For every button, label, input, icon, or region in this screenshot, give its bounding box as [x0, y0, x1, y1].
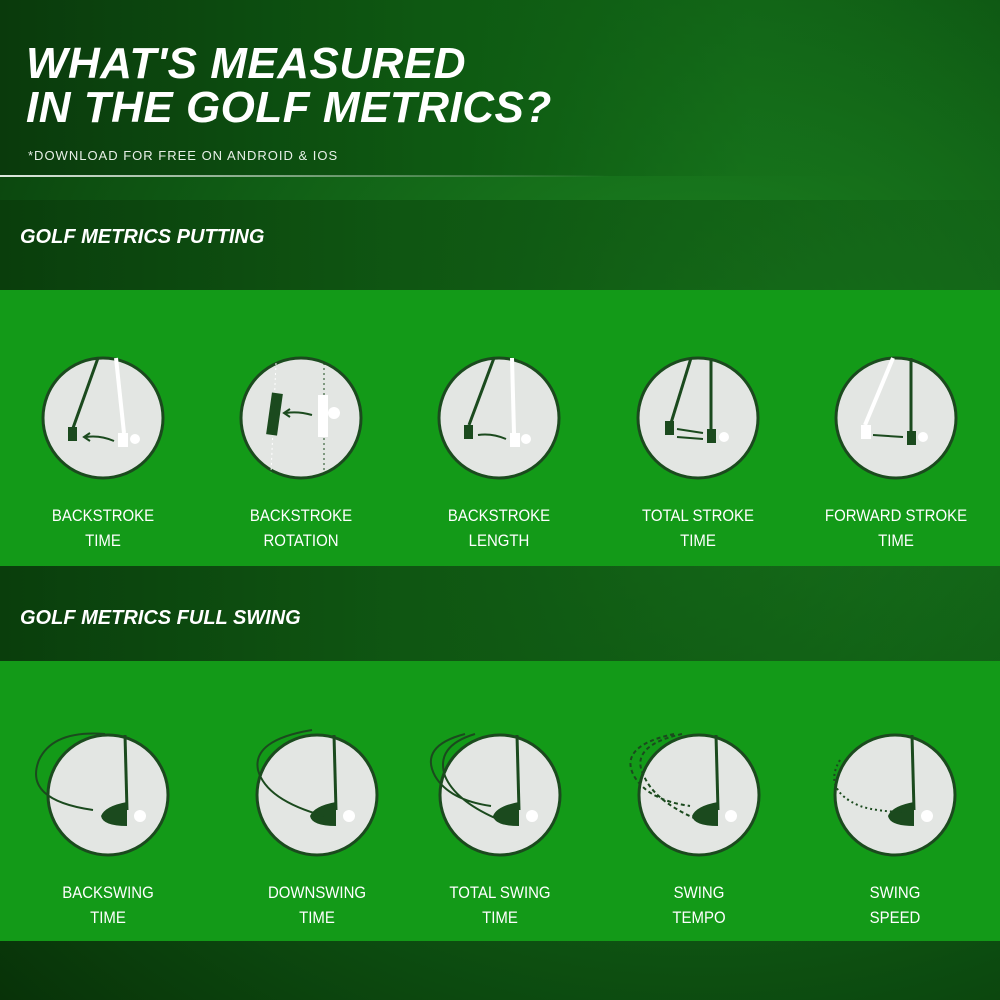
metric-label: BACKSTROKE ROTATION	[217, 503, 384, 553]
driver-backswing-icon	[35, 732, 170, 857]
label-line-2: TEMPO	[672, 908, 726, 927]
putter-length-icon	[437, 356, 561, 480]
driver-total-icon	[429, 733, 562, 857]
label-line-2: LENGTH	[468, 531, 530, 550]
label-line-2: SPEED	[869, 908, 921, 927]
metric-label: TOTAL STROKE TIME	[614, 503, 781, 553]
metric-label: BACKSTROKE LENGTH	[415, 503, 582, 553]
label-line-1: BACKSTROKE	[249, 506, 353, 525]
putting-item: FORWARD STROKE TIME	[801, 353, 991, 553]
label-line-2: TIME	[299, 908, 335, 927]
putting-item: BACKSTROKE LENGTH	[404, 353, 594, 553]
swing-item: TOTAL SWING TIME	[405, 730, 595, 930]
fullswing-title: GOLF METRICS FULL SWING	[20, 607, 301, 629]
putting-band: GOLF METRICS PUTTING	[0, 200, 1000, 290]
label-line-1: TOTAL STROKE	[642, 506, 754, 525]
label-line-2: ROTATION	[263, 531, 339, 550]
swing-item: DOWNSWING TIME	[222, 729, 412, 930]
label-line-2: TIME	[680, 531, 716, 550]
putter-forward-icon	[834, 356, 958, 480]
driver-tempo-icon	[629, 733, 761, 857]
label-line-1: TOTAL SWING	[449, 883, 551, 902]
label-line-1: BACKSTROKE	[447, 506, 551, 525]
subtitle: *DOWNLOAD FOR FREE ON ANDROID & IOS	[28, 148, 339, 163]
page-title: WHAT'S MEASURED IN THE GOLF METRICS?	[26, 42, 552, 130]
label-line-1: SWING	[869, 883, 921, 902]
label-line-1: BACKSWING	[62, 883, 154, 902]
putting-item: BACKSTROKE TIME	[8, 353, 198, 553]
driver-downswing-icon	[255, 729, 379, 857]
metric-label: SWING TEMPO	[615, 880, 782, 930]
putting-title: GOLF METRICS PUTTING	[20, 226, 265, 248]
putting-item: TOTAL STROKE TIME	[603, 353, 793, 553]
label-line-1: DOWNSWING	[267, 883, 367, 902]
metric-label: DOWNSWING TIME	[233, 880, 400, 930]
swing-item: SWING TEMPO	[604, 730, 794, 930]
label-line-2: TIME	[878, 531, 914, 550]
metric-label: FORWARD STROKE TIME	[812, 503, 979, 553]
title-line-1: WHAT'S MEASURED	[26, 39, 467, 88]
putter-backstroke-icon	[41, 356, 165, 480]
swing-item: BACKSWING TIME	[13, 730, 203, 930]
metric-label: TOTAL SWING TIME	[416, 880, 583, 930]
driver-speed-icon	[833, 733, 957, 857]
label-line-2: TIME	[85, 531, 121, 550]
label-line-1: BACKSTROKE	[51, 506, 155, 525]
label-line-1: FORWARD STROKE	[824, 506, 968, 525]
putting-item: BACKSTROKE ROTATION	[206, 353, 396, 553]
header	[0, 0, 1000, 176]
title-line-2: IN THE GOLF METRICS?	[26, 83, 552, 132]
metric-label: SWING SPEED	[811, 880, 978, 930]
label-line-1: SWING	[673, 883, 725, 902]
metric-label: BACKSTROKE TIME	[19, 503, 186, 553]
swing-item: SWING SPEED	[800, 730, 990, 930]
metric-label: BACKSWING TIME	[24, 880, 191, 930]
fullswing-band: GOLF METRICS FULL SWING	[0, 566, 1000, 661]
putter-total-icon	[636, 356, 760, 480]
header-divider	[0, 175, 610, 177]
putter-rotation-icon	[239, 356, 363, 480]
label-line-2: TIME	[482, 908, 518, 927]
label-line-2: TIME	[90, 908, 126, 927]
